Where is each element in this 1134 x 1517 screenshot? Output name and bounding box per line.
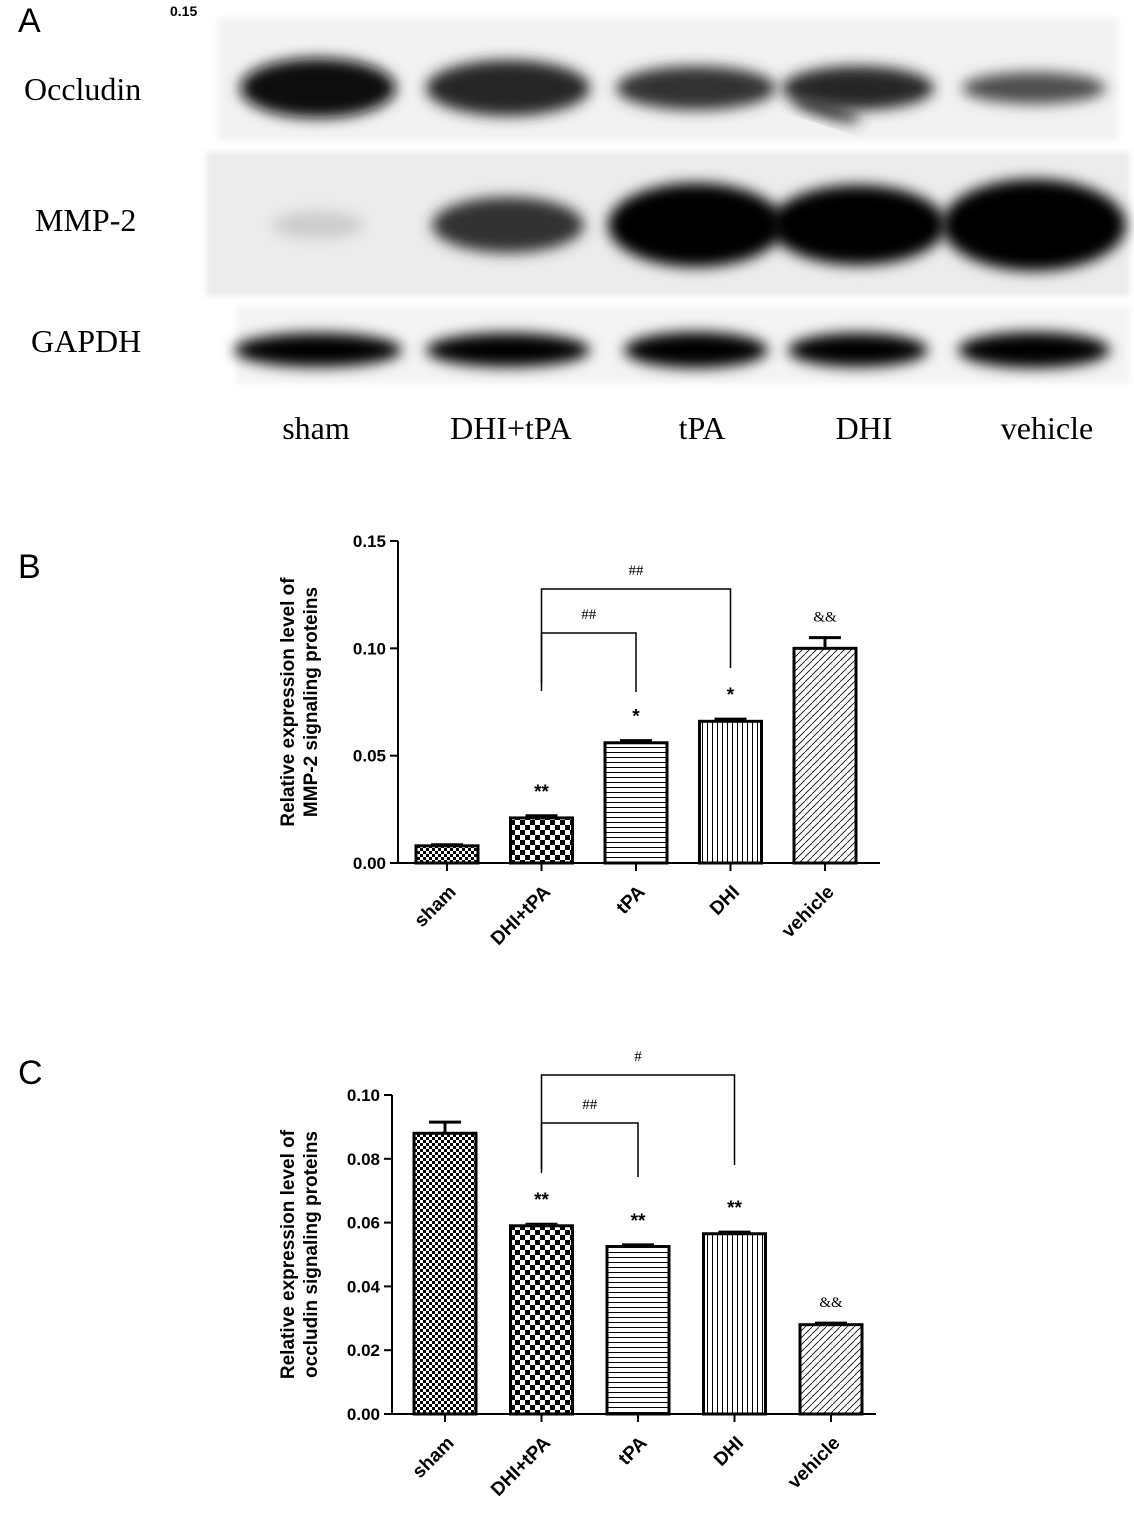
y-tick-label: 0.02 <box>347 1341 380 1360</box>
x-tick-label: tPA <box>615 1432 652 1469</box>
y-tick-label: 0.15 <box>353 532 386 551</box>
band-mmp2-3 <box>770 185 946 265</box>
significance-label: ** <box>534 1190 549 1211</box>
x-tick-label: DHI <box>710 1433 748 1471</box>
significance-label: * <box>632 707 640 728</box>
band-gapdh-3 <box>788 333 928 367</box>
band-mmp2-4 <box>942 179 1126 271</box>
residue-right: 0.15 <box>170 3 197 19</box>
y-tick-label: 0.08 <box>347 1150 380 1169</box>
row-label-gapdh: GAPDH <box>31 323 141 359</box>
bar-sham <box>412 1131 478 1416</box>
band-occludin-streak <box>791 97 861 123</box>
band-gapdh-0 <box>234 333 402 367</box>
significance-label: ** <box>631 1211 646 1232</box>
y-tick-label: 0.10 <box>353 639 386 658</box>
panel-letter-b: B <box>18 548 41 586</box>
chart-b-mmp2: 0.00 0.05 0.10 0.15 Relative expression leve… <box>278 532 880 950</box>
x-tick-label: sham <box>409 1433 459 1483</box>
y-tick-label: 0.06 <box>347 1214 380 1233</box>
significance-label: ** <box>727 1198 742 1219</box>
band-occludin-1 <box>426 60 590 116</box>
x-tick-label: DHI+tPA <box>487 881 555 949</box>
western-blot-panel: 0.15 Occludin MMP-2 GAPDH sham DHI+tPA t… <box>24 3 1130 446</box>
bar-vehicle <box>798 1323 864 1416</box>
y-tick-label: 0.00 <box>347 1405 380 1424</box>
band-occludin-4 <box>962 72 1106 104</box>
bar-sham <box>414 844 480 865</box>
significance-label: ** <box>534 782 549 803</box>
panel-letter-a: A <box>18 2 41 40</box>
x-tick-label: vehicle <box>784 1433 844 1493</box>
lane-label-vehicle: vehicle <box>1001 410 1093 446</box>
lane-label-tpa: tPA <box>679 410 726 446</box>
band-mmp2-0 <box>272 211 364 239</box>
band-mmp2-1 <box>432 197 584 253</box>
bar-dhi-tpa <box>509 1224 574 1416</box>
y-tick-label: 0.04 <box>347 1277 381 1296</box>
bar-dhi <box>698 719 763 865</box>
bar-tpa <box>605 1245 671 1416</box>
band-gapdh-2 <box>624 332 768 368</box>
band-gapdh-4 <box>958 332 1110 368</box>
y-axis-label: Relative expression level of occludin sig… <box>278 1129 322 1379</box>
comparison-bracket <box>540 1074 736 1169</box>
chart-c-occludin: 0.00 0.02 0.04 0.06 0.08 0.10 Relative express… <box>278 1049 876 1501</box>
comparison-bracket <box>540 632 637 692</box>
band-occludin-3 <box>782 66 934 110</box>
row-label-mmp2: MMP-2 <box>35 202 136 238</box>
x-tick-label: tPA <box>613 881 650 918</box>
significance-label: * <box>727 685 735 706</box>
bar-dhi-tpa <box>509 816 574 865</box>
row-label-occludin: Occludin <box>24 71 141 107</box>
bracket-label: ## <box>582 1097 598 1113</box>
y-axis-label: Relative expression level of MMP-2 signal… <box>278 577 322 827</box>
bracket-label: # <box>634 1049 642 1065</box>
y-tick-label: 0.10 <box>347 1086 380 1105</box>
bracket-label: ## <box>629 563 645 579</box>
significance-label: && <box>819 1295 843 1311</box>
band-gapdh-1 <box>426 333 590 367</box>
band-occludin-2 <box>616 66 776 110</box>
x-tick-label: DHI+tPA <box>487 1432 555 1500</box>
lane-label-sham: sham <box>282 410 350 446</box>
lane-label-dhi-tpa: DHI+tPA <box>450 410 572 446</box>
bar-dhi <box>702 1232 767 1416</box>
y-tick-label: 0.05 <box>353 747 386 766</box>
lane-label-dhi: DHI <box>836 410 893 446</box>
bracket-label: ## <box>581 607 597 623</box>
bar-vehicle <box>792 646 858 865</box>
panel-letter-c: C <box>18 1054 43 1092</box>
band-mmp2-2 <box>608 183 784 267</box>
x-tick-label: vehicle <box>778 882 838 942</box>
x-tick-label: DHI <box>706 882 744 920</box>
bar-tpa <box>603 741 669 865</box>
comparison-bracket <box>540 1122 639 1177</box>
band-occludin-0 <box>240 58 396 118</box>
comparison-bracket <box>540 588 732 683</box>
x-tick-label: sham <box>411 882 461 932</box>
y-tick-label: 0.00 <box>353 854 386 873</box>
significance-label: && <box>813 610 837 626</box>
